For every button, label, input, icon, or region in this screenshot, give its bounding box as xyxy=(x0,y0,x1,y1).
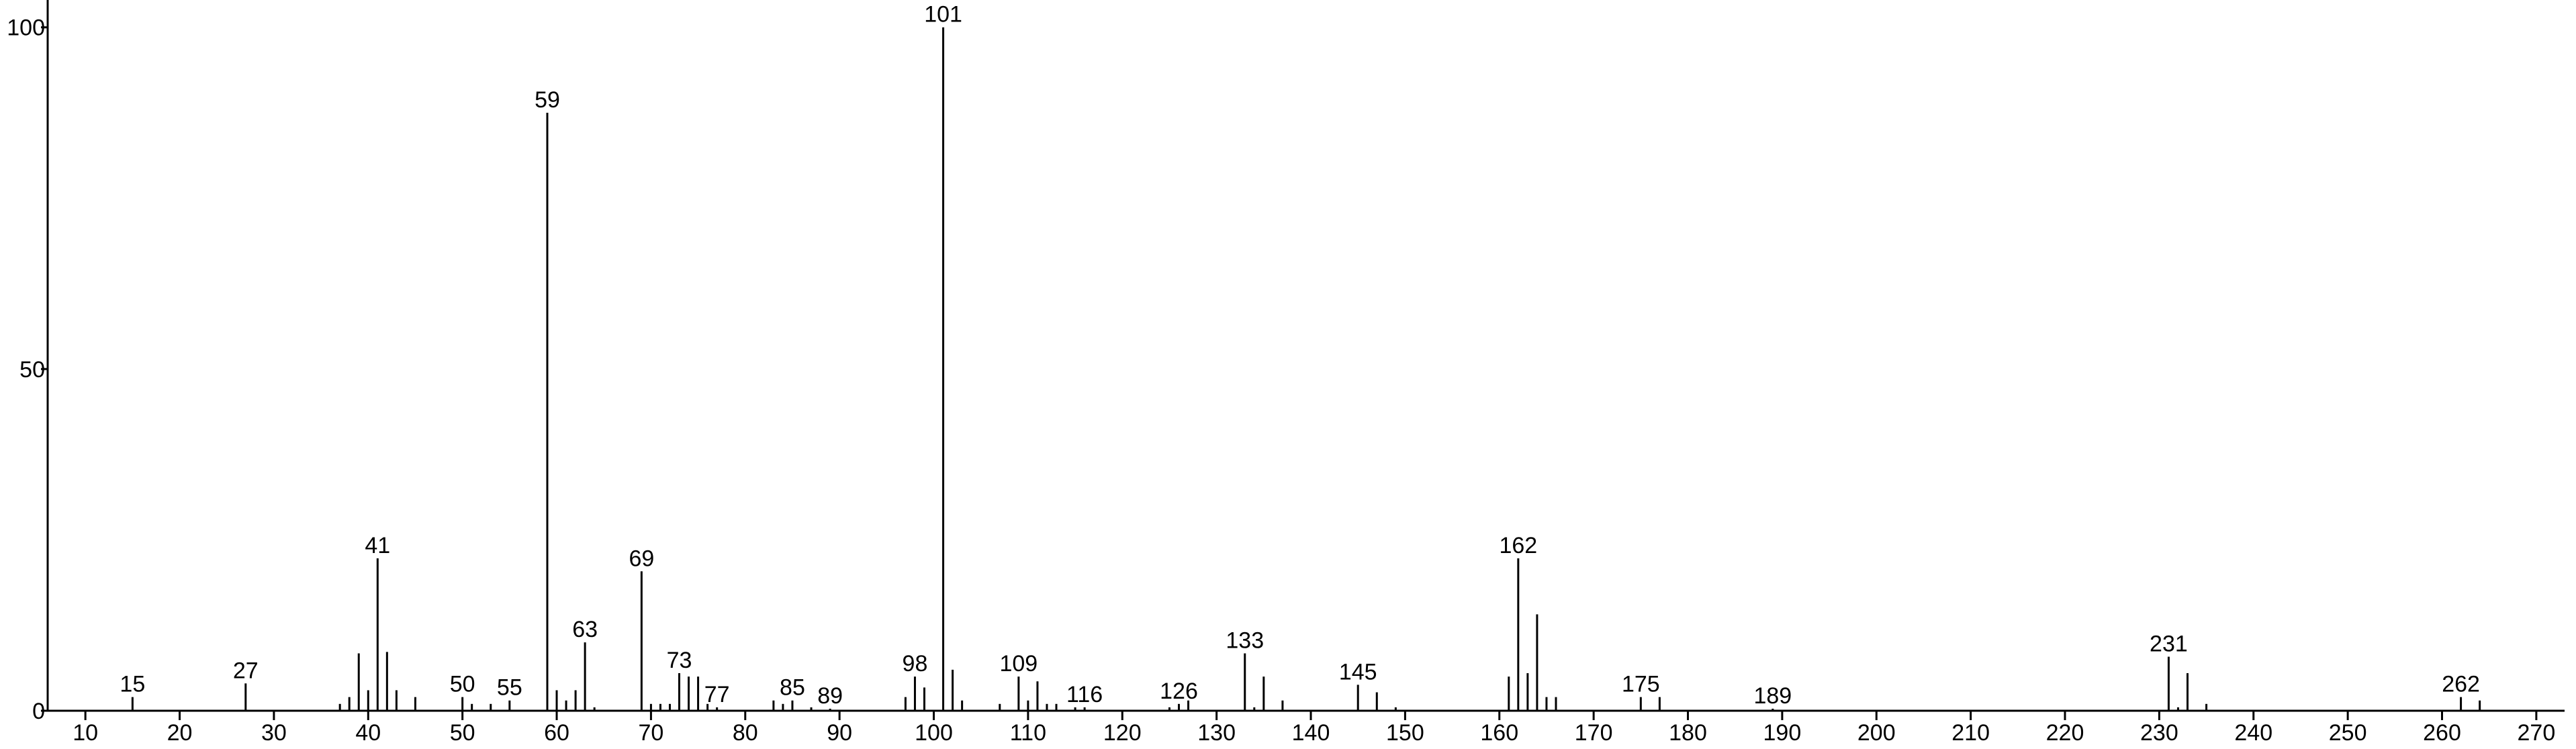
peak-label: 85 xyxy=(780,675,805,701)
x-tick-label: 50 xyxy=(450,720,475,746)
y-tick-label: 100 xyxy=(7,15,45,41)
x-tick-label: 60 xyxy=(544,720,569,746)
x-tick-label: 130 xyxy=(1197,720,1236,746)
x-tick-label: 150 xyxy=(1386,720,1424,746)
peak-label: 133 xyxy=(1226,628,1264,653)
x-tick-label: 230 xyxy=(2140,720,2178,746)
peak-label: 262 xyxy=(2442,672,2480,697)
peak-label: 63 xyxy=(572,617,598,642)
x-tick-label: 140 xyxy=(1292,720,1330,746)
peak-label: 41 xyxy=(365,533,390,558)
peak-label: 73 xyxy=(667,648,692,673)
peak-label: 231 xyxy=(2150,632,2188,657)
x-tick-label: 180 xyxy=(1669,720,1707,746)
x-tick-label: 160 xyxy=(1480,720,1518,746)
y-tick-label: 0 xyxy=(32,699,45,724)
x-tick-label: 270 xyxy=(2518,720,2556,746)
peak-label: 101 xyxy=(924,2,962,28)
peak-label: 89 xyxy=(817,683,843,709)
x-tick-label: 110 xyxy=(1010,720,1046,746)
peak-label: 98 xyxy=(903,651,928,677)
peak-label: 27 xyxy=(233,658,259,683)
peak-label: 59 xyxy=(535,87,560,113)
x-tick-label: 240 xyxy=(2234,720,2272,746)
y-tick-label: 50 xyxy=(19,357,45,383)
peak-label: 162 xyxy=(1499,533,1537,558)
peak-label: 116 xyxy=(1066,682,1103,707)
peak-label: 15 xyxy=(120,672,145,697)
peak-label: 50 xyxy=(450,672,475,697)
x-tick-label: 20 xyxy=(167,720,193,746)
x-tick-label: 190 xyxy=(1763,720,1802,746)
x-tick-label: 100 xyxy=(915,720,953,746)
peak-label: 126 xyxy=(1160,679,1198,704)
peak-label: 109 xyxy=(999,651,1038,677)
x-tick-label: 220 xyxy=(2046,720,2084,746)
x-tick-label: 30 xyxy=(261,720,287,746)
x-tick-label: 120 xyxy=(1103,720,1142,746)
peak-label: 145 xyxy=(1339,659,1377,685)
x-tick-label: 80 xyxy=(733,720,758,746)
peak-label: 55 xyxy=(497,675,522,701)
x-tick-label: 90 xyxy=(827,720,852,746)
x-tick-label: 40 xyxy=(355,720,381,746)
x-tick-label: 200 xyxy=(1857,720,1896,746)
x-tick-label: 210 xyxy=(1951,720,1990,746)
peak-label: 69 xyxy=(629,546,654,571)
peak-label: 77 xyxy=(704,682,730,707)
x-tick-label: 10 xyxy=(73,720,98,746)
x-tick-label: 250 xyxy=(2329,720,2367,746)
x-tick-label: 70 xyxy=(638,720,663,746)
x-tick-label: 260 xyxy=(2423,720,2461,746)
peak-label: 175 xyxy=(1622,672,1660,697)
x-tick-label: 170 xyxy=(1575,720,1613,746)
peak-label: 189 xyxy=(1753,683,1792,709)
